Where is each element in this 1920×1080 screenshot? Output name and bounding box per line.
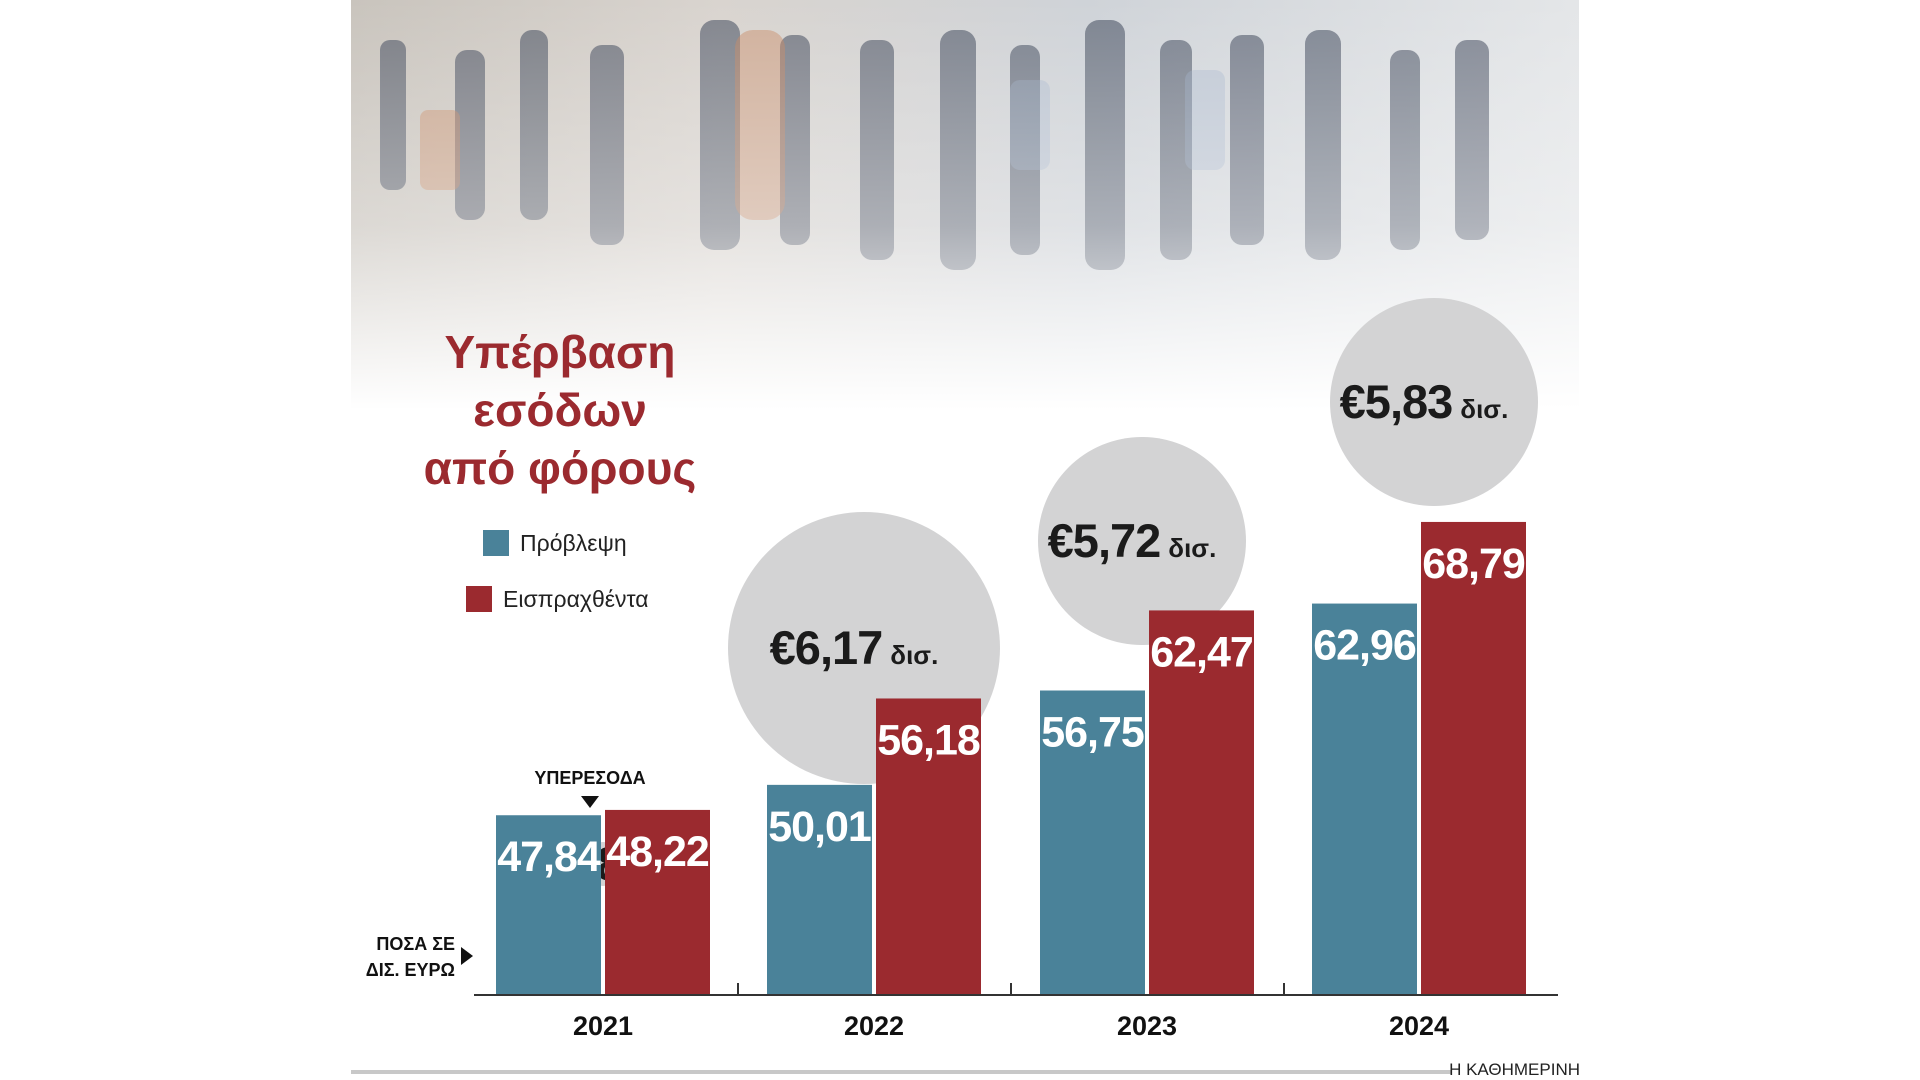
footer-rule <box>351 1070 1451 1074</box>
bar-collected <box>605 809 710 995</box>
surplus-label: €5,72 δισ. <box>1048 514 1217 567</box>
surplus-bubble <box>1330 298 1538 506</box>
title-line-2: εσόδων <box>473 384 647 436</box>
bar-forecast <box>1040 690 1145 995</box>
publisher-credit: Η ΚΑΘΗΜΕΡΙΝΗ <box>1449 1060 1580 1079</box>
legend-label-forecast: Πρόβλεψη <box>520 530 627 556</box>
title-line-3: από φόρους <box>424 442 697 494</box>
title-line-1: Υπέρβαση <box>444 326 675 378</box>
surplus-label: €5,83 δισ. <box>1340 375 1509 428</box>
bar-value-forecast: 50,01 <box>768 803 871 851</box>
surplus-note: ΥΠΕΡΕΣΟΔΑ <box>534 768 645 788</box>
year-label: 2022 <box>844 1011 904 1041</box>
bar-value-collected: 68,79 <box>1422 540 1525 588</box>
legend-swatch-collected <box>466 586 492 612</box>
bar-value-forecast: 56,75 <box>1041 709 1144 757</box>
units-note: ΠΟΣΑ ΣΕ ΔΙΣ. ΕΥΡΩ <box>366 934 473 980</box>
bar-collected <box>876 698 981 995</box>
bar-collected <box>1421 521 1526 995</box>
bar-value-collected: 48,22 <box>606 828 709 876</box>
bar-forecast <box>767 784 872 995</box>
x-axis: 2021 2022 2023 2024 <box>474 983 1558 1041</box>
legend-label-collected: Εισπραχθέντα <box>503 586 649 612</box>
surplus-bubble <box>1038 437 1246 645</box>
surplus-label: €6,17 δισ. <box>770 621 939 674</box>
year-label: 2024 <box>1389 1011 1449 1041</box>
bar-value-collected: 56,18 <box>877 716 980 764</box>
year-label: 2021 <box>573 1011 633 1041</box>
bar-value-forecast: 62,96 <box>1313 622 1416 670</box>
down-arrow-icon <box>581 796 599 808</box>
legend: Πρόβλεψη Εισπραχθέντα <box>466 530 649 612</box>
surplus-pointer: ΥΠΕΡΕΣΟΔΑ <box>534 768 646 808</box>
bar-forecast <box>1312 603 1417 995</box>
year-label: 2023 <box>1117 1011 1177 1041</box>
bar-collected <box>1149 610 1254 995</box>
bar-value-collected: 62,47 <box>1150 628 1253 676</box>
units-note-line-2: ΔΙΣ. ΕΥΡΩ <box>366 960 455 980</box>
chart-title: Υπέρβαση εσόδων από φόρους <box>424 326 697 494</box>
units-note-line-1: ΠΟΣΑ ΣΕ <box>376 934 455 954</box>
bar-forecast <box>496 815 601 995</box>
legend-swatch-forecast <box>483 530 509 556</box>
right-arrow-icon <box>461 947 473 965</box>
bar-value-forecast: 47,84 <box>497 833 601 881</box>
